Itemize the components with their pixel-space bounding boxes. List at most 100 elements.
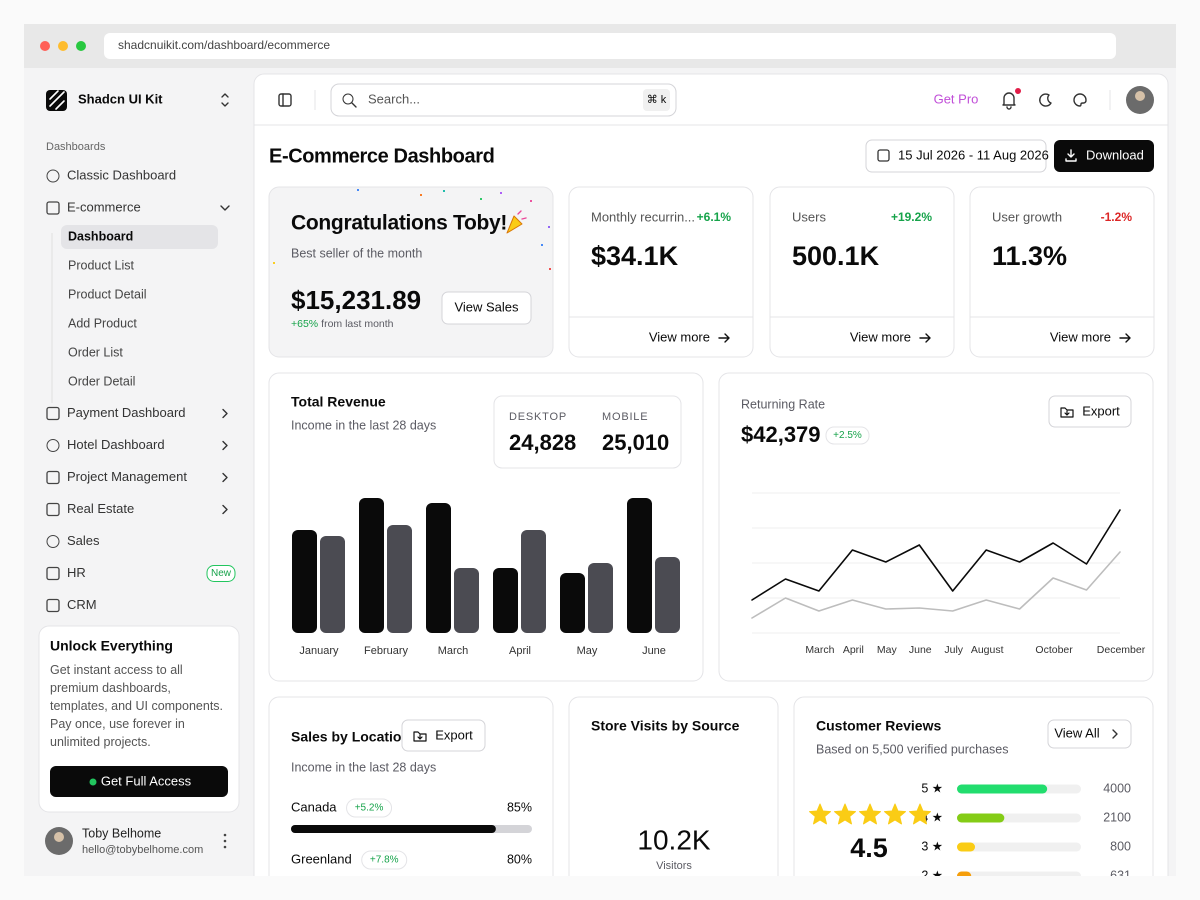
nav-subitem[interactable]: Order List [68, 345, 123, 359]
download-button[interactable] [1054, 140, 1154, 172]
change-badge [825, 426, 870, 445]
bar [359, 498, 384, 633]
change: +5.2% [355, 803, 384, 814]
chevron [222, 504, 228, 515]
promo-text: Get instant access to all premium dashbo… [50, 663, 224, 749]
nav-subitem[interactable]: Product List [68, 258, 135, 272]
nav-subitem[interactable]: Dashboard [68, 229, 133, 243]
confetti [530, 200, 532, 202]
x-tick-label: April [843, 644, 864, 656]
chevron [1112, 729, 1118, 739]
avatar-face [1135, 91, 1145, 101]
promo-card [38, 625, 240, 813]
x-tick-label: October [1035, 644, 1073, 656]
date-picker[interactable] [865, 139, 1047, 173]
view-more[interactable]: View more [850, 329, 911, 344]
view-more[interactable]: View more [649, 329, 710, 344]
view-all-button[interactable] [1047, 719, 1132, 749]
subtitle: Best seller of the month [291, 246, 422, 260]
view-sales-button[interactable] [441, 291, 532, 325]
confetti [548, 226, 550, 228]
bell-icon[interactable] [1002, 92, 1016, 110]
rating-bar [957, 784, 1048, 794]
palette-icon[interactable] [1073, 93, 1087, 107]
x-tick-label: May [577, 645, 598, 657]
star-icon [909, 803, 931, 825]
sidebar-toggle[interactable] [278, 93, 292, 107]
confetti [420, 194, 422, 196]
menu-dot [223, 845, 227, 849]
nav-item[interactable]: Real Estate [67, 501, 134, 516]
nav-subitem[interactable]: Add Product [68, 316, 137, 330]
confetti [357, 189, 359, 191]
value-label: 85% [507, 800, 532, 814]
chart-value: $42,379 [741, 422, 821, 447]
button-label[interactable]: View All [1054, 725, 1099, 740]
export-icon [1060, 407, 1074, 418]
nav-icon [46, 502, 60, 517]
theme-icon[interactable] [1039, 93, 1052, 107]
kpi-change: +6.1% [697, 210, 732, 224]
search-box[interactable] [330, 83, 677, 117]
nav-item[interactable]: Payment Dashboard [67, 405, 186, 420]
nav-icon [46, 169, 60, 183]
active-item [61, 225, 218, 249]
export-button[interactable] [401, 719, 486, 752]
bar [655, 557, 680, 633]
confetti [443, 190, 445, 192]
rating-track [957, 842, 1081, 852]
rating-label: 5 ★ [921, 781, 943, 795]
kpi-card [969, 186, 1155, 358]
nav-icon [46, 201, 60, 215]
nav-item[interactable]: CRM [67, 597, 97, 612]
get-pro[interactable]: Get Pro [934, 91, 979, 106]
confetti [549, 268, 551, 270]
kpi-value: 500.1K [792, 241, 880, 271]
rating-count: 4000 [1103, 781, 1131, 795]
button-label[interactable]: View Sales [454, 299, 519, 314]
nav-item[interactable]: Hotel Dashboard [67, 437, 165, 452]
nav-item[interactable]: Sales [67, 533, 100, 548]
button-label[interactable]: Export [435, 727, 473, 742]
nav-subitem[interactable]: Order Detail [68, 374, 135, 388]
view-more[interactable]: View more [1050, 329, 1111, 344]
url: shadcnuikit.com/dashboard/ecommerce [118, 38, 330, 52]
chart-subtitle: Income in the last 28 days [291, 418, 436, 432]
bar [493, 568, 518, 633]
nav-item[interactable]: HR [67, 565, 86, 580]
page-title: E-Commerce Dashboard [269, 145, 494, 167]
rating-label: 3 ★ [921, 839, 943, 853]
nav-subitem[interactable]: Product Detail [68, 287, 147, 301]
switcher-icon[interactable] [221, 93, 229, 107]
get-access-button[interactable] [50, 766, 228, 797]
change-badge [346, 798, 393, 818]
chart-title: Returning Rate [741, 397, 825, 411]
x-tick-label: March [438, 645, 469, 657]
export-button[interactable] [1048, 395, 1132, 428]
chevron [222, 440, 228, 451]
nav-item[interactable]: E-commerce [67, 199, 141, 214]
rating-count: 800 [1110, 839, 1131, 853]
kpi-change: +19.2% [891, 210, 932, 224]
badge [206, 565, 236, 582]
kpi-label: User growth [992, 209, 1062, 224]
x-tick-label: July [944, 644, 963, 656]
nav-icon [46, 439, 60, 452]
nav-item[interactable]: Project Management [67, 469, 187, 484]
bar [521, 530, 546, 633]
summary-box [493, 395, 682, 469]
nav-item[interactable]: Classic Dashboard [67, 167, 176, 182]
button-label[interactable]: Export [1082, 403, 1120, 418]
arrow-icon [718, 333, 730, 343]
confetti [500, 192, 502, 194]
button-label[interactable]: Get Full Access [101, 773, 192, 788]
url-bar[interactable] [104, 33, 1116, 59]
bar [320, 536, 345, 633]
bar [387, 525, 412, 633]
chart-card [718, 372, 1154, 682]
status-dot [89, 778, 97, 786]
x-tick-label: January [299, 645, 339, 657]
confetti [541, 244, 543, 246]
rating-bar [957, 842, 976, 852]
kpi-label: Users [792, 209, 826, 224]
